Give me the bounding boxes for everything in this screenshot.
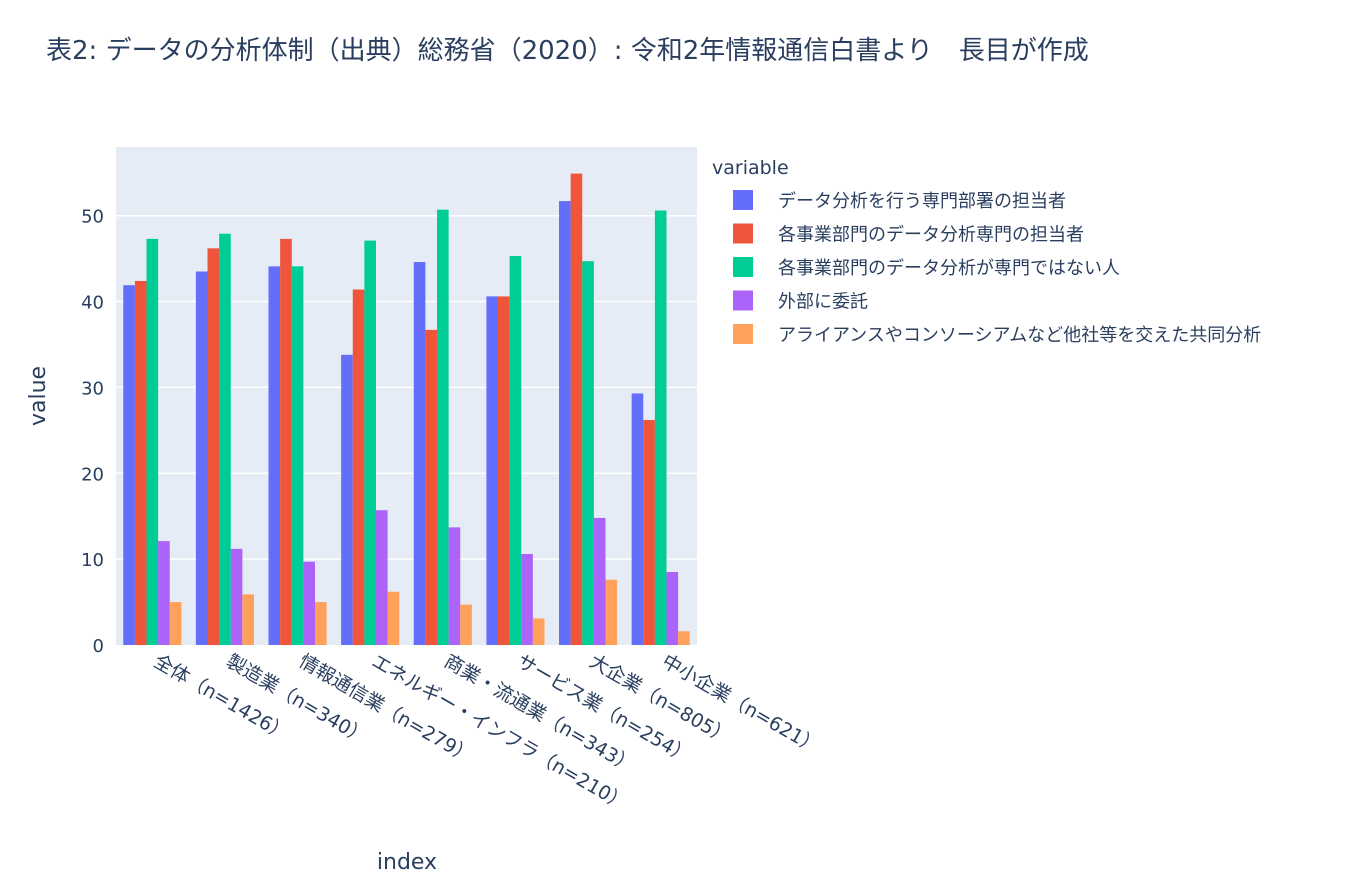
y-tick-label: 10	[81, 550, 104, 571]
y-tick-label: 20	[81, 464, 104, 485]
bar	[158, 541, 170, 645]
bar	[666, 572, 679, 645]
legend-label: 外部に委託	[778, 292, 868, 313]
bar	[291, 266, 304, 645]
legend-label: 各事業部門のデータ分析が専門ではない人	[778, 258, 1120, 279]
bar	[268, 266, 281, 645]
bar	[314, 602, 327, 645]
chart-title: 表2: データの分析体制（出典）総務省（2020）: 令和2年情報通信白書より …	[46, 36, 1089, 66]
y-axis-label: value	[26, 366, 51, 426]
legend: variable データ分析を行う専門部署の担当者各事業部門のデータ分析専門の担…	[712, 157, 1261, 346]
bar	[123, 285, 135, 645]
bar	[559, 201, 571, 645]
bar	[242, 594, 254, 645]
bar	[631, 393, 644, 645]
legend-label: データ分析を行う専門部署の担当者	[778, 191, 1066, 212]
bar	[521, 553, 533, 645]
bar	[230, 548, 243, 645]
bar	[134, 280, 147, 645]
bar	[448, 527, 461, 645]
bar	[570, 173, 583, 645]
bars	[123, 173, 690, 645]
y-tick-label: 0	[93, 636, 104, 657]
bar	[605, 579, 618, 645]
y-tick-label: 40	[81, 293, 104, 314]
x-axis-ticks: 全体（n=1426）製造業（n=340）情報通信業（n=279）エネルギー・イン…	[150, 650, 824, 815]
bar	[509, 256, 522, 645]
bar	[146, 238, 159, 645]
legend-swatch	[733, 223, 753, 244]
x-axis-label: index	[377, 850, 437, 875]
y-tick-label: 30	[81, 378, 104, 399]
bar	[498, 296, 510, 645]
x-tick-label: 全体（n=1426）	[150, 650, 293, 745]
bar	[375, 510, 388, 645]
bar	[303, 561, 315, 645]
y-tick-label: 50	[81, 207, 104, 228]
bar	[643, 420, 655, 645]
bar	[387, 591, 400, 645]
bar	[532, 618, 545, 645]
legend-label: アライアンスやコンソーシアムなど他社等を交えた共同分析	[778, 325, 1261, 346]
bar	[582, 261, 594, 645]
bar	[352, 289, 365, 645]
legend-swatch	[733, 324, 753, 344]
bar	[593, 517, 606, 645]
legend-swatch	[733, 190, 753, 210]
bar	[219, 233, 231, 645]
bar	[486, 296, 499, 645]
legend-title: variable	[712, 157, 789, 179]
bar	[425, 329, 438, 645]
bar	[413, 262, 426, 645]
bar	[654, 210, 667, 645]
legend-items: データ分析を行う専門部署の担当者各事業部門のデータ分析専門の担当者各事業部門のデ…	[733, 190, 1261, 346]
bar	[280, 238, 292, 645]
legend-swatch	[733, 290, 753, 311]
bar	[207, 248, 220, 645]
bar	[341, 354, 353, 645]
legend-label: 各事業部門のデータ分析専門の担当者	[778, 225, 1084, 246]
bar	[437, 209, 449, 645]
bar	[460, 604, 472, 645]
bar	[169, 602, 182, 645]
bar	[678, 631, 690, 645]
bar	[195, 271, 208, 645]
legend-swatch	[733, 257, 753, 277]
bar	[364, 240, 376, 645]
y-axis-ticks: 0 10 20 30 40 50	[81, 207, 104, 657]
